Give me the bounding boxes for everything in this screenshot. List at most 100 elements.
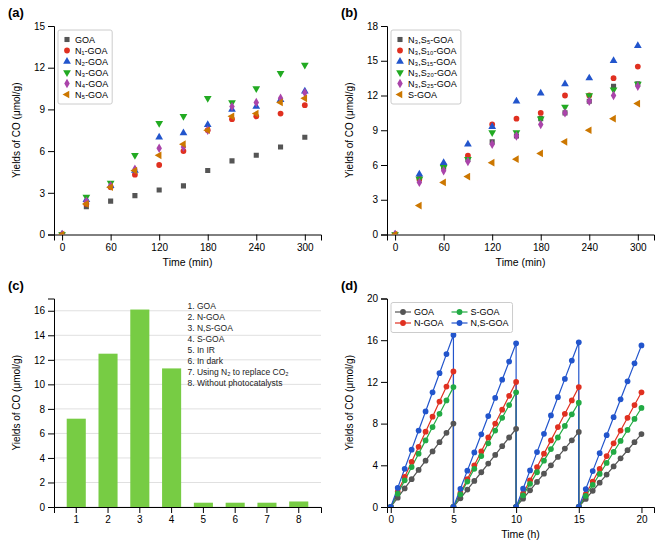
point — [409, 459, 415, 465]
point — [499, 377, 505, 383]
point — [538, 120, 543, 129]
point — [534, 479, 540, 485]
point — [451, 369, 457, 375]
y-tick: 12 — [34, 62, 54, 73]
point — [585, 126, 592, 134]
x-tick-mark — [444, 235, 445, 241]
point — [576, 339, 582, 345]
point — [82, 200, 89, 208]
point — [548, 413, 554, 419]
x-tick-label: 60 — [439, 242, 451, 253]
point — [278, 111, 284, 117]
x-tick-label: 6 — [232, 514, 238, 525]
y-tick: 12 — [34, 355, 54, 366]
point — [576, 429, 582, 435]
grid-line — [54, 457, 321, 458]
line — [391, 335, 642, 507]
point — [576, 504, 582, 507]
grid-line — [54, 482, 321, 483]
legend-label: N₅-GOA — [75, 90, 108, 100]
y-tick-mark — [48, 109, 54, 110]
x-tick-mark — [159, 235, 160, 241]
point — [537, 89, 545, 96]
point — [157, 187, 162, 192]
legend-label: GOA — [75, 35, 95, 45]
y-tick-mark — [381, 200, 387, 201]
y-axis: 03691215 — [34, 21, 55, 241]
legend-item: N₃,S₁₀-GOA — [397, 46, 456, 56]
x-axis-line — [55, 235, 322, 241]
y-tick: 6 — [39, 428, 54, 439]
point — [562, 423, 568, 429]
legend-marker — [64, 48, 70, 54]
point — [611, 75, 617, 81]
y-tick-mark — [381, 340, 387, 341]
point — [458, 486, 464, 492]
x-tick-label: 240 — [248, 242, 265, 253]
point — [590, 482, 596, 488]
legend-marker — [397, 79, 402, 88]
y-tick: 4 — [39, 453, 54, 464]
point — [302, 135, 307, 140]
point — [437, 399, 443, 405]
point — [639, 431, 645, 437]
x-tick-mark — [638, 235, 639, 241]
point — [632, 402, 638, 408]
y-axis-line — [381, 27, 388, 236]
point — [444, 351, 450, 357]
point — [534, 464, 540, 470]
point — [569, 411, 575, 417]
x-tick: 300 — [630, 235, 647, 253]
legend-label: N₃,S₁₅-GOA — [408, 57, 456, 67]
point — [463, 173, 470, 181]
point — [402, 466, 408, 472]
x-tick-mark — [579, 507, 580, 513]
point — [618, 438, 624, 444]
x-tick-mark — [171, 507, 172, 513]
y-tick-mark — [381, 465, 387, 466]
y-tick: 20 — [367, 293, 387, 304]
y-tick-label: 12 — [367, 90, 379, 101]
plot-area — [67, 310, 309, 507]
y-tick-label: 3 — [39, 188, 45, 199]
point — [488, 159, 495, 167]
point — [611, 464, 617, 470]
y-tick-label: 14 — [34, 330, 46, 341]
y-tick-label: 3 — [372, 194, 378, 205]
point — [562, 446, 568, 452]
y-tick: 6 — [372, 160, 387, 171]
point — [180, 114, 188, 121]
x-tick: 5 — [451, 507, 457, 525]
point — [506, 402, 512, 408]
y-tick-label: 6 — [39, 146, 45, 157]
point — [538, 110, 544, 116]
y-tick: 12 — [367, 377, 387, 388]
y-tick: 0 — [39, 229, 54, 240]
x-tick-mark — [62, 235, 63, 241]
y-tick: 4 — [372, 460, 387, 471]
point — [489, 139, 494, 148]
point — [548, 438, 554, 444]
point — [409, 447, 415, 453]
point — [156, 162, 162, 168]
point — [513, 504, 519, 507]
point — [514, 131, 519, 140]
x-tick: 180 — [200, 235, 217, 253]
point — [632, 439, 638, 445]
y-tick-label: 6 — [372, 160, 378, 171]
x-tick-label: 10 — [511, 514, 523, 525]
plot-area — [58, 63, 309, 235]
point — [130, 167, 137, 175]
y-tick-label: 6 — [39, 428, 45, 439]
annotation: 2. N-GOA — [188, 312, 226, 322]
point — [527, 468, 533, 474]
point — [569, 358, 575, 364]
point — [611, 91, 616, 100]
point — [562, 93, 568, 99]
point — [437, 411, 443, 417]
panel-title: (d) — [341, 278, 358, 293]
point — [548, 446, 554, 452]
point — [548, 462, 554, 468]
point — [471, 466, 477, 472]
point — [506, 359, 512, 365]
